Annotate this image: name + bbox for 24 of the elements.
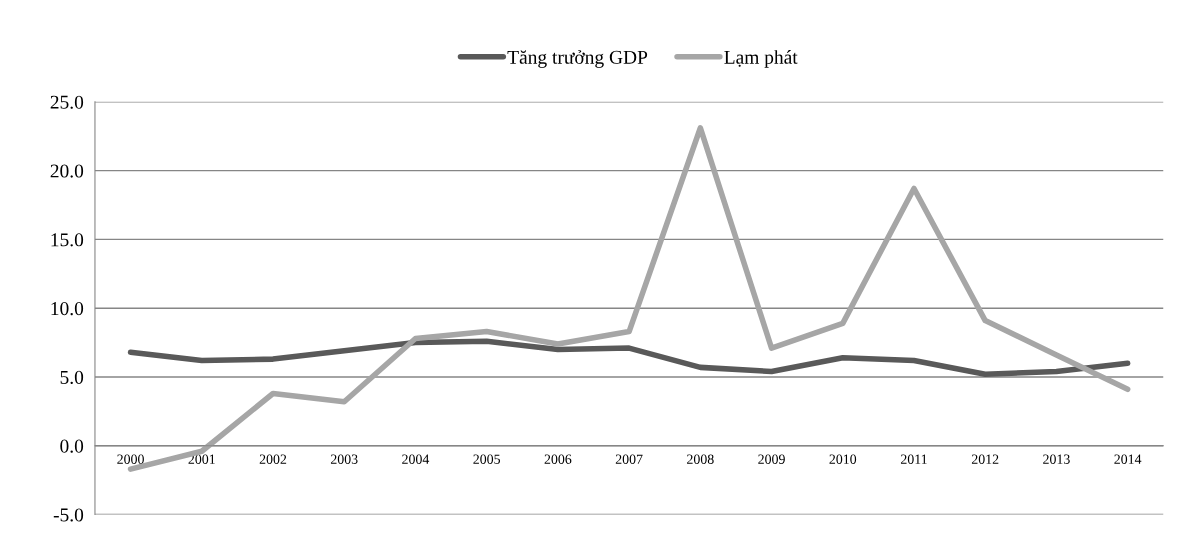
y-tick-label: 25.0 <box>50 95 84 109</box>
y-tick-label: 10.0 <box>51 302 84 316</box>
x-tick-label: 2003 <box>330 454 358 464</box>
x-tick-label: 2010 <box>829 454 857 464</box>
x-tick-label: 2014 <box>1114 454 1142 464</box>
y-tick-label: -5.0 <box>53 508 84 522</box>
x-tick-label: 2006 <box>544 454 572 464</box>
legend-label: Lạm phát <box>724 50 798 68</box>
y-tick-label: 20.0 <box>50 164 84 178</box>
x-tick-label: 2002 <box>259 454 287 464</box>
x-tick-label: 2008 <box>687 454 714 464</box>
y-tick-label: 5.0 <box>60 370 84 385</box>
x-tick-label: 2004 <box>402 454 430 464</box>
x-tick-label: 2005 <box>473 454 501 464</box>
x-tick-label: 2013 <box>1043 454 1070 464</box>
x-tick-label: 2012 <box>971 454 999 464</box>
y-tick-label: 15.0 <box>51 233 84 247</box>
x-tick-label: 2011 <box>900 454 927 464</box>
x-tick-label: 2007 <box>615 454 643 464</box>
x-tick-label: 2009 <box>758 454 785 464</box>
x-tick-label: 2000 <box>117 454 144 464</box>
x-tick-label: 2001 <box>188 454 215 464</box>
legend-label: Tăng trưởng GDP <box>507 50 648 68</box>
y-tick-label: 0.0 <box>60 439 84 453</box>
